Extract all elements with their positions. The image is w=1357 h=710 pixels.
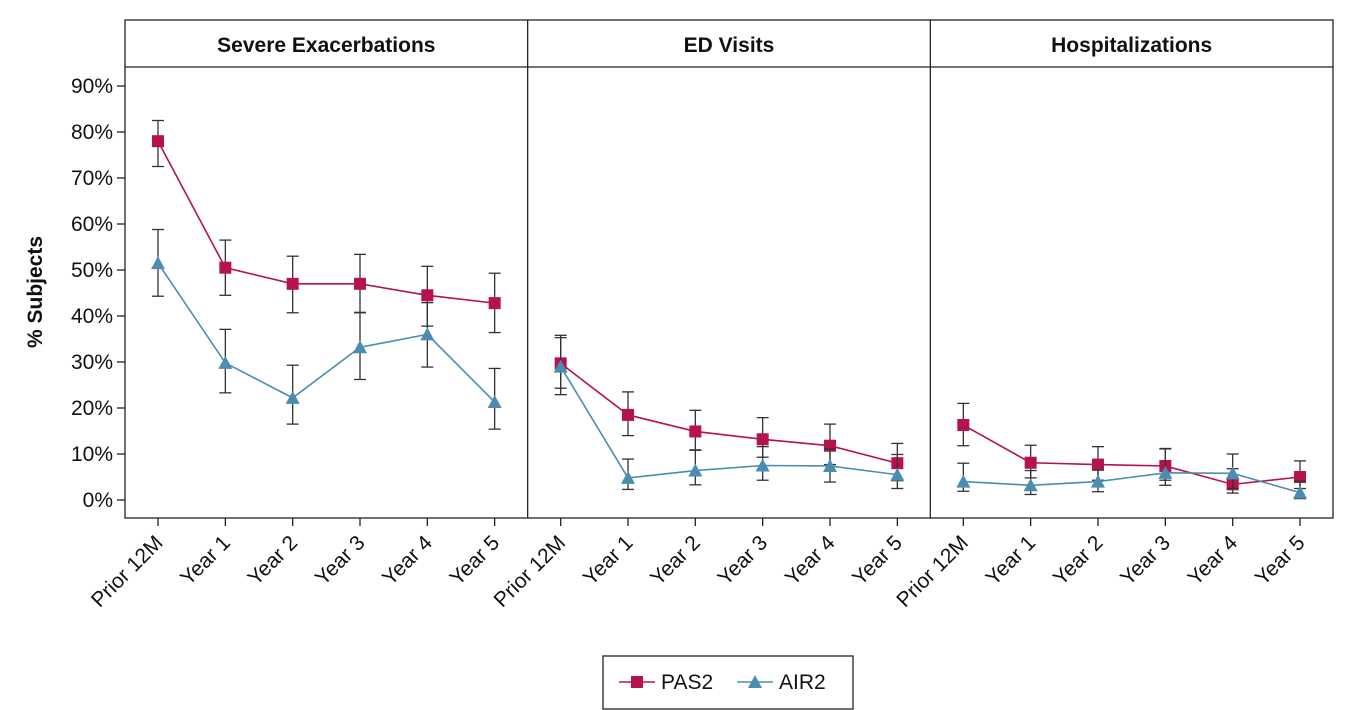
data-point-air2 (823, 458, 837, 472)
data-point-air2 (688, 463, 703, 477)
data-point-pas2 (756, 433, 769, 446)
series-line-pas2 (560, 362, 898, 464)
y-tick-label: 60% (71, 213, 113, 236)
x-tick-label: Year 1 (982, 531, 1041, 590)
x-tick-label: Year 2 (244, 531, 303, 590)
x-tick-label: Year 2 (646, 531, 705, 590)
legend-marker-air2 (748, 675, 762, 688)
data-point-pas2 (1024, 456, 1037, 469)
panel-title: Severe Exacerbations (217, 34, 435, 57)
legend-label: PAS2 (661, 671, 713, 694)
panel-title: Hospitalizations (1051, 34, 1212, 57)
panel-title: ED Visits (684, 34, 775, 57)
series-line-air2 (559, 366, 898, 479)
y-tick-label: 30% (71, 351, 113, 374)
data-point-air2 (218, 355, 233, 369)
x-tick-label: Year 3 (714, 531, 773, 590)
x-tick-label: Year 1 (579, 531, 638, 590)
data-point-pas2 (957, 419, 970, 432)
data-point-air2 (553, 359, 568, 373)
x-tick-label: Prior 12M (490, 531, 571, 612)
x-tick-label: Year 2 (1049, 531, 1108, 590)
x-tick-label: Prior 12M (892, 531, 973, 612)
data-point-pas2 (1092, 458, 1104, 471)
y-tick-label: 70% (71, 167, 113, 190)
series-line-air2 (157, 262, 496, 403)
data-point-air2 (1158, 465, 1173, 479)
x-tick-label: Year 1 (176, 531, 235, 590)
data-point-air2 (151, 256, 165, 270)
x-tick-label: Year 4 (378, 531, 437, 590)
data-point-air2 (420, 327, 435, 341)
data-point-air2 (1225, 466, 1240, 480)
x-tick-label: Year 5 (446, 531, 505, 590)
data-point-pas2 (354, 277, 366, 290)
data-point-pas2 (488, 297, 501, 310)
data-point-air2 (285, 390, 300, 404)
series-line-air2 (963, 472, 1301, 494)
x-tick-label: Year 5 (1251, 531, 1310, 590)
y-tick-label: 0% (83, 489, 113, 512)
x-tick-label: Year 5 (848, 531, 907, 590)
series-line-pas2 (157, 140, 495, 304)
data-point-air2 (755, 458, 770, 472)
y-tick-label: 80% (71, 121, 113, 144)
data-point-pas2 (421, 289, 434, 302)
x-tick-label: Year 3 (1116, 531, 1175, 590)
y-axis-title: % Subjects (24, 236, 47, 348)
x-tick-label: Year 4 (781, 531, 840, 590)
data-point-air2 (1023, 478, 1038, 492)
data-point-pas2 (622, 408, 634, 421)
x-tick-label: Year 4 (1184, 531, 1243, 590)
y-tick-label: 20% (71, 397, 113, 420)
x-tick-label: Prior 12M (87, 531, 168, 612)
data-point-air2 (487, 395, 502, 409)
data-point-pas2 (689, 425, 702, 438)
data-point-air2 (621, 470, 635, 484)
y-tick-label: 90% (71, 75, 113, 98)
y-tick-label: 40% (71, 305, 113, 328)
series-line-pas2 (962, 424, 1301, 486)
legend-label: AIR2 (779, 671, 826, 694)
data-point-air2 (956, 474, 971, 488)
y-tick-label: 50% (71, 259, 113, 282)
data-point-air2 (1293, 485, 1307, 499)
legend-marker-pas2 (631, 676, 643, 688)
data-point-air2 (1091, 474, 1105, 488)
data-point-air2 (890, 467, 905, 481)
data-point-pas2 (286, 277, 299, 290)
y-tick-label: 10% (71, 443, 113, 466)
data-point-pas2 (1294, 471, 1306, 483)
data-point-pas2 (219, 261, 232, 274)
plot-frame (124, 19, 1334, 519)
x-tick-label: Year 3 (311, 531, 370, 590)
data-point-pas2 (152, 135, 164, 148)
data-point-air2 (353, 340, 367, 354)
